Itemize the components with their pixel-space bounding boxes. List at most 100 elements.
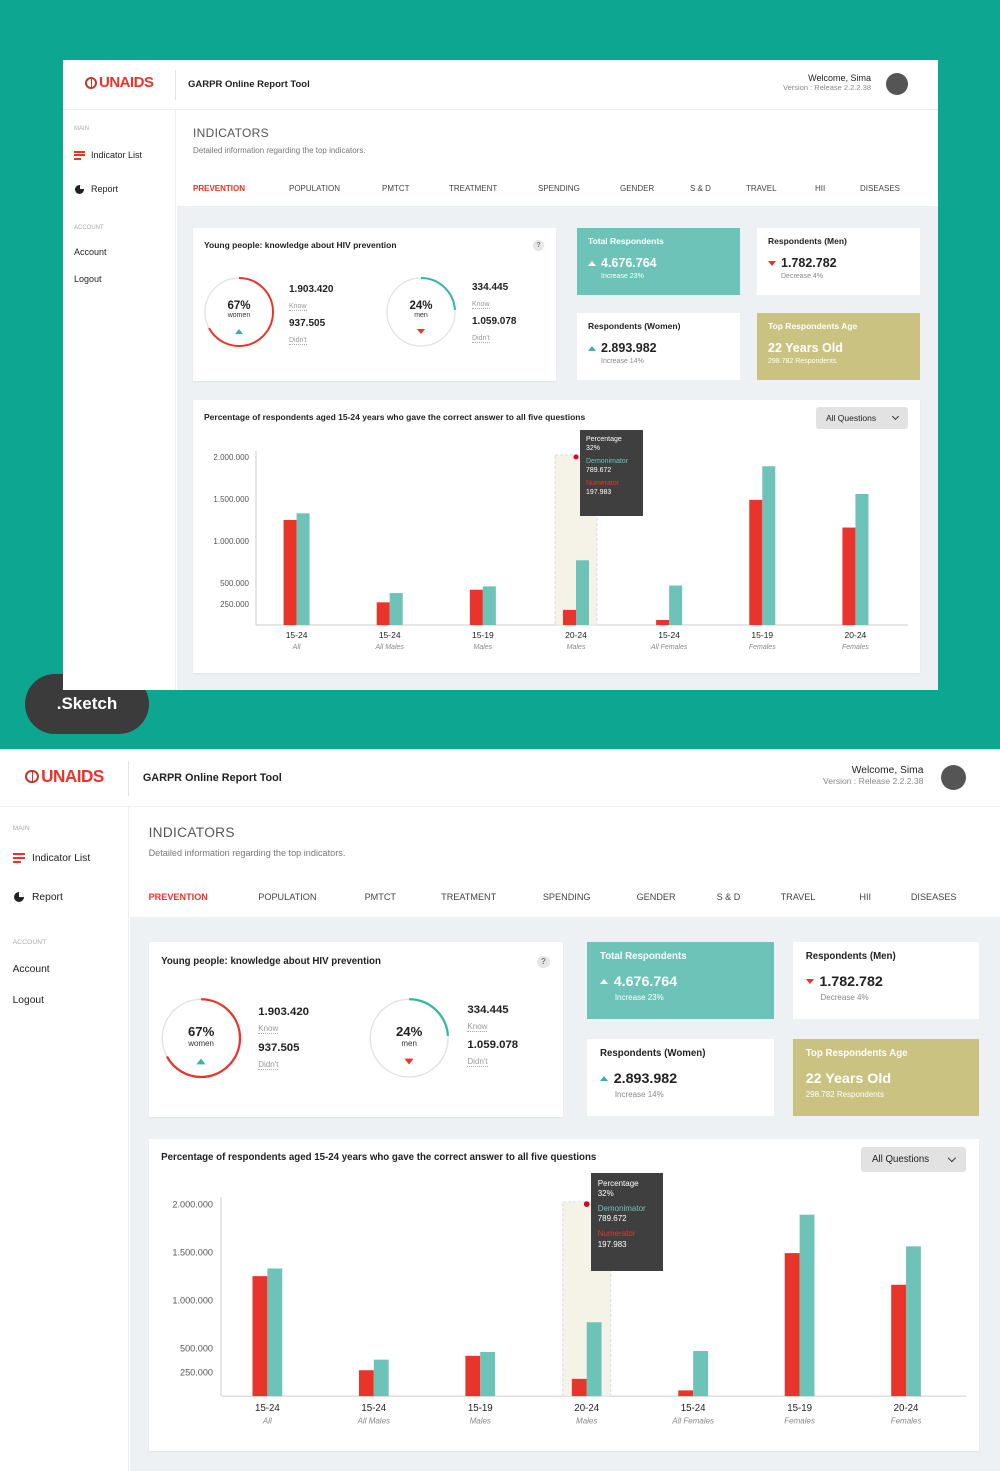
decrease-arrow-icon <box>404 1058 414 1064</box>
sidebar: MAIN Indicator List Report ACCOUNT Accou… <box>63 110 176 690</box>
highlight-marker <box>573 454 579 460</box>
sidebar-item-logout[interactable]: Logout <box>13 995 44 1006</box>
kpi-title: Total Respondents <box>588 236 664 246</box>
tab-hii[interactable]: HII <box>815 184 826 193</box>
tab-travel[interactable]: TRAVEL <box>746 184 777 193</box>
sidebar-item-label: Account <box>74 247 107 257</box>
know-label: Know <box>289 303 307 311</box>
bar-chart: 2.000.000 1.500.000 1.000.000 500.000 250.00… <box>213 451 908 651</box>
tab-gender[interactable]: GENDER <box>620 184 655 193</box>
sidebar-item-label: Indicator List <box>31 852 91 864</box>
chart-title: Percentage of respondents aged 15-24 yea… <box>204 412 586 422</box>
women-caption: women <box>227 312 251 319</box>
tab-treatment[interactable]: TREATMENT <box>449 184 498 193</box>
tab-prevention[interactable]: PREVENTION <box>148 891 208 902</box>
x-tick-sublabel: Males <box>567 644 586 651</box>
tab-prevention[interactable]: PREVENTION <box>193 184 246 193</box>
questions-dropdown[interactable]: All Questions <box>860 1146 966 1172</box>
tooltip-denominator-value: 789.672 <box>597 1214 627 1224</box>
x-tick-sublabel: Males <box>469 1416 490 1425</box>
y-tick-label: 1.000.000 <box>172 1295 213 1305</box>
bar-teal <box>389 593 403 625</box>
tooltip-denominator-label: Demonimator <box>586 458 629 466</box>
sidebar-item-label: Report <box>91 184 119 194</box>
sidebar-section-main: MAIN <box>12 825 30 833</box>
tab-diseases[interactable]: DISEASES <box>910 891 957 902</box>
kpi-subtext: 298.782 Respondents <box>805 1090 884 1100</box>
kpi-value: 22 Years Old <box>768 341 843 355</box>
kpi-value: 4.676.764 <box>613 973 678 990</box>
help-icon[interactable]: ? <box>533 240 544 251</box>
globe-icon <box>85 76 97 89</box>
men-progress-ring <box>386 277 456 347</box>
main-content: INDICATORS Detailed information regardin… <box>130 807 1000 1471</box>
sidebar-section-main: MAIN <box>74 126 89 132</box>
tab-diseases[interactable]: DISEASES <box>860 184 901 193</box>
men-ring-label: 24% men <box>385 300 457 339</box>
decrease-arrow-icon <box>768 260 776 266</box>
tooltip-percentage-label: Percentage <box>586 436 622 443</box>
sidebar-item-account[interactable]: Account <box>74 247 107 257</box>
tooltip-percentage-label: Percentage <box>597 1178 639 1188</box>
didnt-value: 937.505 <box>258 1041 300 1054</box>
tab-travel[interactable]: TRAVEL <box>780 891 816 902</box>
sidebar-item-account[interactable]: Account <box>13 964 50 975</box>
kpi-total: Total Respondents 4.676.764 Increase 23% <box>587 941 774 1019</box>
tab-population[interactable]: POPULATION <box>258 891 317 902</box>
sidebar-item-logout[interactable]: Logout <box>74 274 102 284</box>
sidebar-item-label: Report <box>31 891 63 903</box>
x-tick-sublabel: Males <box>576 1416 597 1425</box>
bar-red <box>252 1275 267 1396</box>
header-divider <box>175 70 176 100</box>
bar-teal <box>576 560 589 625</box>
women-ring-label: 67% women <box>203 300 275 339</box>
sidebar-item-indicator-list[interactable]: Indicator List <box>12 852 91 864</box>
kpi-subtext: Decrease 4% <box>781 273 824 280</box>
y-tick-label: 500.000 <box>180 1343 213 1353</box>
decrease-arrow-icon <box>417 329 425 334</box>
x-tick-sublabel: All <box>261 1416 271 1425</box>
kpi-value: 4.676.764 <box>601 256 657 270</box>
page-title: INDICATORS <box>148 825 235 841</box>
tab-population[interactable]: POPULATION <box>289 184 340 193</box>
unaids-logo: UNAIDS <box>85 74 154 91</box>
tab-pmtct[interactable]: PMTCT <box>382 184 410 193</box>
bar-red <box>571 1378 587 1396</box>
user-avatar-icon[interactable] <box>940 764 966 790</box>
didnt-value: 1.059.078 <box>467 1039 519 1052</box>
user-avatar-icon[interactable] <box>886 73 908 95</box>
bar-chart: 2.000.000 1.500.000 1.000.000 500.000 250.00… <box>172 1196 966 1425</box>
x-tick-label: 15-19 <box>472 630 494 640</box>
sidebar-item-label: Indicator List <box>91 150 143 160</box>
bar-teal <box>905 1245 921 1396</box>
know-label: Know <box>467 1021 488 1032</box>
bar-teal <box>799 1214 815 1396</box>
kpi-title: Top Respondents Age <box>768 321 858 331</box>
sidebar-item-report[interactable]: Report <box>75 184 118 194</box>
bar-red <box>469 589 483 625</box>
x-tick-label: 20-24 <box>845 630 867 640</box>
tab-gender[interactable]: GENDER <box>636 891 676 902</box>
stat-block: 334.445 Know 1.059.078 Didn't <box>472 282 517 345</box>
tab-pmtct[interactable]: PMTCT <box>364 891 396 902</box>
bar-red <box>890 1284 906 1396</box>
kpi-value: 2.893.982 <box>613 1070 678 1087</box>
sidebar-item-report[interactable]: Report <box>13 891 63 903</box>
know-label: Know <box>472 301 490 309</box>
sidebar-item-indicator-list[interactable]: Indicator List <box>74 150 142 160</box>
women-percentage: 67% <box>187 1024 215 1040</box>
didnt-value: 1.059.078 <box>472 316 517 327</box>
help-icon[interactable]: ? <box>537 955 550 969</box>
tab-s-d[interactable]: S & D <box>716 891 741 902</box>
x-tick-label: 15-24 <box>658 630 680 640</box>
questions-dropdown[interactable]: All Questions <box>816 407 908 429</box>
men-percentage: 24% <box>395 1024 423 1040</box>
tab-hii[interactable]: HII <box>859 891 872 902</box>
bar-red <box>784 1252 800 1396</box>
tab-spending[interactable]: SPENDING <box>542 891 591 902</box>
tab-s-d[interactable]: S & D <box>690 184 711 193</box>
tab-treatment[interactable]: TREATMENT <box>441 891 497 902</box>
stat-block: 1.903.420 Know 937.505 Didn't <box>289 284 334 347</box>
tab-spending[interactable]: SPENDING <box>538 184 580 193</box>
women-caption: women <box>188 1039 215 1049</box>
